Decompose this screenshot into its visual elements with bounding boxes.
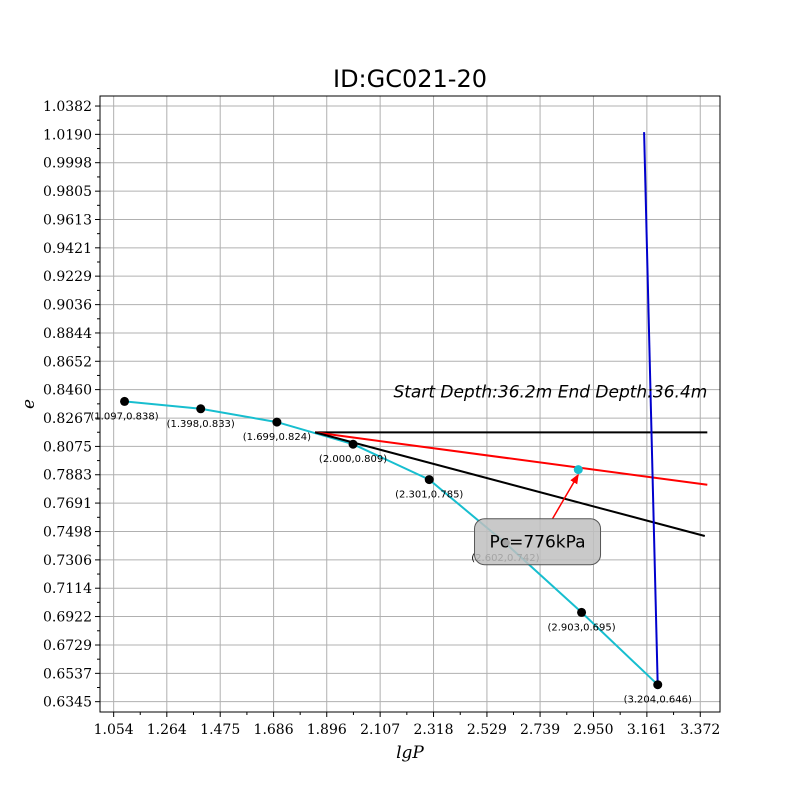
y-tick-label: 1.0382 bbox=[43, 99, 92, 115]
y-tick-label: 0.9421 bbox=[43, 241, 92, 257]
x-tick-label: 3.161 bbox=[627, 722, 667, 738]
y-tick-label: 0.8652 bbox=[43, 354, 92, 370]
y-tick-label: 0.7691 bbox=[43, 496, 92, 512]
x-tick-label: 1.054 bbox=[94, 722, 134, 738]
y-tick-label: 0.8460 bbox=[43, 383, 92, 399]
data-point bbox=[120, 396, 130, 406]
data-point-label: (3.204,0.646) bbox=[624, 695, 692, 706]
x-tick-label: 2.318 bbox=[413, 722, 453, 738]
x-tick-label: 1.896 bbox=[307, 722, 347, 738]
x-tick-label: 1.686 bbox=[254, 722, 294, 738]
y-tick-label: 0.7883 bbox=[43, 468, 92, 484]
series-line-2 bbox=[314, 431, 708, 486]
x-tick-label: 2.950 bbox=[573, 722, 613, 738]
y-tick-label: 0.8267 bbox=[43, 411, 92, 427]
y-tick-label: 0.8844 bbox=[43, 326, 92, 342]
y-tick-label: 0.9805 bbox=[43, 184, 92, 200]
series-layer bbox=[124, 132, 708, 686]
y-tick-label: 0.6729 bbox=[43, 638, 92, 654]
pc-point bbox=[573, 465, 583, 475]
data-point-label: (1.097,0.838) bbox=[90, 411, 158, 422]
y-tick-label: 0.9229 bbox=[43, 269, 92, 285]
depth-annotation: Start Depth:36.2m End Depth:36.4m bbox=[393, 383, 707, 403]
x-tick-label: 3.372 bbox=[680, 722, 720, 738]
points-layer: (1.097,0.838) (1.398,0.833) (1.699,0.824) (… bbox=[90, 396, 692, 706]
y-tick-label: 0.7114 bbox=[43, 581, 92, 597]
y-tick-label: 0.6922 bbox=[43, 610, 92, 626]
data-point bbox=[577, 607, 587, 617]
data-point-label: (2.903,0.695) bbox=[547, 622, 615, 633]
annotation-layer: Start Depth:36.2m End Depth:36.4m Pc=776k… bbox=[393, 383, 707, 566]
data-point bbox=[424, 475, 434, 485]
y-tick-label: 0.6345 bbox=[43, 695, 92, 711]
grid-layer bbox=[100, 96, 720, 712]
data-point-label: (1.398,0.833) bbox=[167, 419, 235, 430]
x-tick-label: 2.739 bbox=[520, 722, 560, 738]
y-tick-label: 0.6537 bbox=[43, 666, 92, 682]
x-tick-label: 2.107 bbox=[360, 722, 400, 738]
series-line-0 bbox=[124, 400, 659, 686]
x-tick-label: 2.529 bbox=[467, 722, 507, 738]
series-line-3 bbox=[314, 431, 706, 537]
data-point-label: (2.000,0.809) bbox=[319, 454, 387, 465]
data-point-label: (2.301,0.785) bbox=[395, 490, 463, 501]
y-tick-label: 1.0190 bbox=[43, 127, 92, 143]
y-axis-label: e bbox=[19, 399, 39, 409]
y-tick-label: 0.9613 bbox=[43, 212, 92, 228]
data-point bbox=[272, 417, 282, 427]
series-line-4 bbox=[643, 132, 659, 685]
x-tick-label: 1.264 bbox=[147, 722, 187, 738]
y-tick-label: 0.7498 bbox=[43, 525, 92, 541]
pc-annotation: Pc=776kPa bbox=[490, 533, 586, 553]
data-point-label: (1.699,0.824) bbox=[243, 432, 311, 443]
x-axis-label: lgP bbox=[396, 743, 424, 763]
data-point bbox=[653, 680, 663, 690]
plot-frame bbox=[99, 95, 721, 713]
pc-callout-box bbox=[474, 518, 602, 566]
y-tick-label: 0.9998 bbox=[43, 156, 92, 172]
data-point bbox=[348, 439, 358, 449]
data-point bbox=[196, 404, 206, 414]
chart-title: ID:GC021-20 bbox=[333, 65, 487, 93]
y-tick-label: 0.8075 bbox=[43, 439, 92, 455]
pc-arrow bbox=[551, 473, 579, 520]
y-tick-label: 0.9036 bbox=[43, 298, 92, 314]
x-tick-label: 1.475 bbox=[200, 722, 240, 738]
ticks-layer: 1.054 1.264 1.475 1.686 1.896 2.107 2.318 2.529… bbox=[43, 99, 720, 738]
y-tick-label: 0.7306 bbox=[43, 553, 92, 569]
